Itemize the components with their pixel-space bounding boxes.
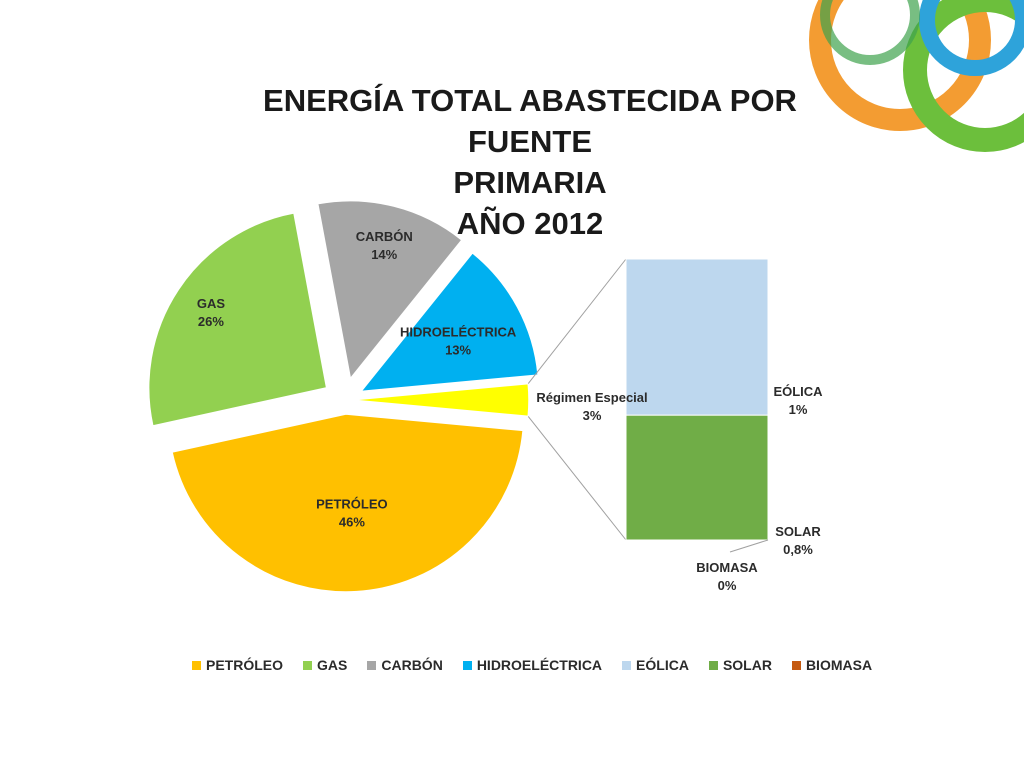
legend-item-0: PETRÓLEO	[192, 657, 283, 673]
legend-swatch	[622, 660, 632, 670]
legend-item-4: EÓLICA	[622, 657, 689, 673]
legend-item-3: HIDROELÉCTRICA	[462, 657, 603, 673]
legend-item-6: BIOMASA	[791, 657, 873, 673]
label-name-2: CARBÓN	[356, 229, 413, 244]
legend-swatch	[303, 660, 313, 670]
label-value-2: 14%	[371, 247, 397, 262]
chart-title: ENERGÍA TOTAL ABASTECIDA POR FUENTE PRIM…	[200, 80, 860, 244]
label-value-3: 13%	[445, 342, 471, 357]
label-name-regimen-especial: Régimen Especial	[536, 390, 647, 405]
legend-label: EÓLICA	[636, 657, 689, 673]
connector-line-top	[527, 258, 627, 384]
label-name-3: HIDROELÉCTRICA	[400, 324, 517, 339]
deco-ring-blue	[919, 0, 1024, 76]
pie	[147, 199, 539, 593]
deco-ring-green	[903, 0, 1024, 152]
legend-label: HIDROELÉCTRICA	[476, 657, 603, 673]
label-name-1: GAS	[197, 296, 226, 311]
legend-label: CARBÓN	[381, 657, 443, 673]
bar-label-name-eólica: EÓLICA	[773, 384, 823, 399]
legend-item-2: CARBÓN	[367, 657, 443, 673]
pie-slice-gas	[147, 212, 328, 427]
legend-label: BIOMASA	[805, 657, 873, 673]
label-value-regimen-especial: 3%	[583, 408, 602, 423]
legend-swatch	[791, 660, 801, 670]
secondary-bar	[625, 258, 769, 541]
title-line-3: AÑO 2012	[456, 206, 604, 241]
legend-item-1: GAS	[303, 657, 347, 673]
label-value-1: 26%	[198, 314, 224, 329]
title-line-2: PRIMARIA	[453, 165, 607, 200]
title-line-1: ENERGÍA TOTAL ABASTECIDA POR FUENTE	[263, 83, 797, 159]
pie-slice-carbón	[316, 199, 464, 381]
legend-label: GAS	[317, 657, 348, 673]
bar-segment-eólica	[625, 258, 769, 416]
legend-label: PETRÓLEO	[206, 657, 284, 673]
bar-label-value-biomasa: 0%	[718, 578, 737, 593]
bar-label-name-biomasa: BIOMASA	[696, 560, 758, 575]
bar-label-value-eólica: 1%	[789, 402, 808, 417]
pie-slice-régimen-especial	[350, 382, 530, 418]
leader-line-solar	[729, 539, 769, 553]
legend-swatch	[367, 660, 377, 670]
legend: PETRÓLEO GAS CARBÓN HIDROELÉCTRICA EÓLICA SOL…	[192, 657, 892, 673]
pie-slice-petróleo	[171, 413, 524, 593]
legend-item-5: SOLAR	[708, 657, 772, 673]
pie-slice-hidroeléctrica	[359, 251, 539, 393]
bar-label-name-solar: SOLAR	[775, 524, 821, 539]
legend-label: SOLAR	[722, 657, 772, 673]
deco-ring-green-small	[820, 0, 920, 65]
data-labels: PETRÓLEO 46% GAS 26% CARBÓN 14% HIDROELÉCTRICA…	[197, 229, 823, 593]
label-value-0: 46%	[339, 515, 365, 530]
bar-segment-solar	[625, 414, 769, 541]
legend-swatch	[462, 660, 472, 670]
connector-line-bottom	[527, 416, 627, 541]
label-name-0: PETRÓLEO	[316, 497, 388, 512]
bar-label-value-solar: 0,8%	[783, 542, 813, 557]
legend-swatch	[192, 660, 201, 670]
deco-ring-orange	[809, 0, 991, 131]
legend-swatch	[708, 660, 718, 670]
connector-lines	[527, 258, 627, 541]
